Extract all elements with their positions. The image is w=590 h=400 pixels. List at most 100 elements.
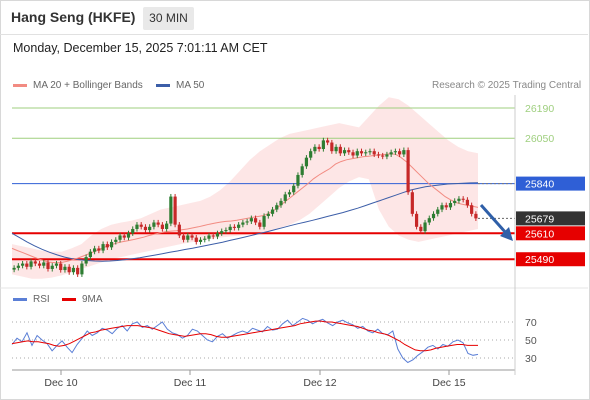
candle-body	[224, 230, 228, 232]
rsi-tick-70: 70	[525, 317, 537, 329]
candle-body	[173, 196, 177, 225]
ma50-swatch	[156, 84, 170, 87]
ma9-swatch	[62, 298, 76, 301]
candle-body	[160, 224, 164, 229]
level-tag-25840: 25840	[525, 179, 554, 191]
candle-body	[203, 238, 207, 240]
candle-body	[364, 152, 368, 154]
legend-rsi-label: RSI	[33, 294, 50, 305]
candle-body	[300, 166, 304, 175]
candle-body	[347, 150, 351, 153]
candle-body	[474, 213, 478, 219]
candle-body	[71, 267, 76, 273]
level-tag-bg-25490	[516, 252, 585, 267]
candle-body	[287, 192, 292, 195]
candle-body	[262, 216, 266, 227]
candle-body	[402, 150, 406, 155]
candle-body	[296, 174, 300, 186]
ma20-swatch	[13, 84, 27, 87]
candle-body	[338, 146, 342, 154]
candle-body	[453, 200, 457, 204]
candle-body	[419, 226, 423, 232]
candle-body	[406, 150, 410, 193]
candle-body	[309, 151, 313, 158]
candle-body	[368, 151, 372, 153]
legend-ma20: MA 20 + Bollinger Bands	[13, 80, 143, 91]
candle-body	[215, 233, 220, 237]
candle-body	[131, 228, 135, 234]
candle-body	[97, 248, 101, 251]
candle-body	[114, 239, 118, 242]
candle-body	[389, 152, 393, 155]
candle-body	[29, 261, 33, 267]
candle-body	[54, 263, 59, 266]
candle-body	[355, 151, 359, 156]
candle-body	[50, 265, 54, 269]
level-tag-bg-25679	[516, 211, 585, 226]
candle-body	[431, 213, 436, 219]
candle-body	[84, 257, 88, 264]
forecast-arrow-line	[479, 204, 508, 234]
candle-body	[207, 235, 211, 239]
candle-body	[190, 235, 194, 238]
forecast-arrow-head	[500, 227, 513, 241]
candle-body	[46, 262, 50, 269]
level-tag-26190: 26190	[525, 103, 554, 115]
candle-body	[241, 222, 245, 225]
candle-body	[359, 151, 364, 154]
candle-body	[148, 226, 152, 231]
legend-rsi: RSI	[13, 294, 50, 305]
candle-body	[334, 146, 338, 152]
candle-body	[101, 244, 105, 251]
x-tick-label: Dec 11	[174, 377, 207, 389]
candle-body	[232, 226, 237, 228]
level-tag-26050: 26050	[525, 133, 554, 145]
candle-body	[67, 266, 71, 273]
legend-ma50-label: MA 50	[176, 80, 205, 91]
candle-body	[126, 233, 131, 238]
level-tag-bg-25840	[516, 176, 585, 191]
level-tag-25679: 25679	[525, 213, 554, 225]
candle-body	[109, 241, 114, 248]
candle-body	[139, 224, 143, 227]
candle-body	[143, 226, 148, 231]
candle-body	[186, 235, 190, 240]
candle-body	[381, 155, 385, 157]
rsi-tick-50: 50	[525, 335, 537, 347]
candle-body	[16, 265, 20, 268]
candle-body	[249, 218, 253, 222]
candle-body	[253, 218, 258, 223]
timeframe-button[interactable]: 30 MIN	[143, 7, 194, 30]
candle-body	[93, 248, 97, 252]
candle-body	[275, 205, 279, 210]
candle-body	[156, 222, 160, 225]
candle-body	[33, 261, 37, 264]
candle-body	[88, 251, 92, 258]
candle-body	[414, 213, 419, 227]
candle-body	[59, 263, 63, 271]
candle-body	[304, 157, 309, 167]
candle-body	[436, 209, 440, 214]
candle-body	[165, 223, 169, 229]
candle-body	[440, 205, 444, 210]
rsi-9ma-line	[11, 320, 478, 352]
candle-body	[118, 235, 122, 240]
legend-9ma: 9MA	[62, 294, 103, 305]
x-tick-label: Dec 15	[432, 377, 465, 389]
candle-body	[228, 226, 232, 231]
candle-body	[470, 205, 474, 214]
candle-body	[270, 209, 275, 214]
candle-body	[258, 222, 262, 227]
candle-body	[135, 224, 139, 229]
rsi-swatch	[13, 298, 27, 301]
candle-body	[376, 154, 381, 156]
legend-9ma-label: 9MA	[82, 294, 103, 305]
header-divider	[0, 34, 588, 35]
candle-body	[393, 151, 397, 153]
candle-body	[198, 239, 203, 242]
candle-body	[427, 218, 431, 223]
candle-body	[76, 267, 80, 275]
candle-body	[220, 231, 224, 234]
candle-body	[457, 198, 461, 201]
